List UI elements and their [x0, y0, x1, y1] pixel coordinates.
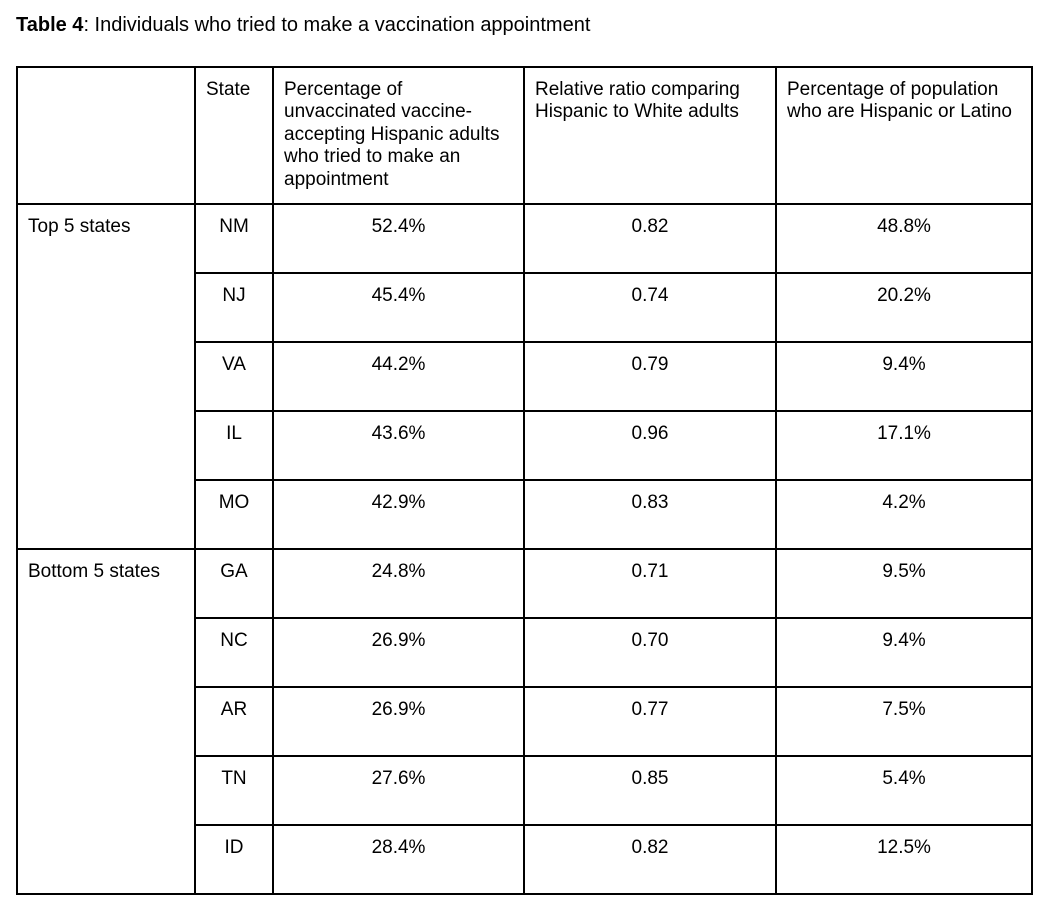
cell-pct-population: 4.2%	[775, 479, 1033, 550]
group-label-top5: Top 5 states	[16, 203, 196, 550]
table-row: TN 27.6% 0.85 5.4%	[17, 755, 1033, 826]
table-row: Top 5 states NM 52.4% 0.82 48.8%	[16, 203, 1033, 550]
cell-state: NC	[194, 617, 274, 688]
cell-pct-tried: 28.4%	[272, 824, 525, 895]
cell-pct-tried: 26.9%	[272, 686, 525, 757]
table-row: ID 28.4% 0.82 12.5%	[17, 824, 1033, 895]
table-row: VA 44.2% 0.79 9.4%	[17, 341, 1033, 412]
cell-pct-tried: 27.6%	[272, 755, 525, 826]
header-relative-ratio: Relative ratio comparing Hispanic to Whi…	[523, 66, 777, 205]
cell-relative-ratio: 0.85	[523, 755, 777, 826]
cell-state: IL	[194, 410, 274, 481]
cell-relative-ratio: 0.79	[523, 341, 777, 412]
cell-state: NM	[194, 203, 274, 274]
table-row: NJ 45.4% 0.74 20.2%	[17, 272, 1033, 343]
cell-pct-population: 9.4%	[775, 617, 1033, 688]
cell-state: TN	[194, 755, 274, 826]
cell-pct-population: 12.5%	[775, 824, 1033, 895]
cell-pct-population: 5.4%	[775, 755, 1033, 826]
cell-relative-ratio: 0.83	[523, 479, 777, 550]
header-pct-tried: Percentage of unvaccinated vaccine-accep…	[272, 66, 525, 205]
table-caption-text: : Individuals who tried to make a vaccin…	[83, 14, 591, 36]
vaccination-appointment-table: State Percentage of unvaccinated vaccine…	[16, 66, 1033, 895]
cell-pct-tried: 24.8%	[272, 548, 525, 619]
cell-pct-tried: 44.2%	[272, 341, 525, 412]
table-row: NC 26.9% 0.70 9.4%	[17, 617, 1033, 688]
cell-relative-ratio: 0.70	[523, 617, 777, 688]
table-row: MO 42.9% 0.83 4.2%	[17, 479, 1033, 550]
table-row: Bottom 5 states GA 24.8% 0.71 9.5%	[16, 548, 1033, 895]
cell-state: NJ	[194, 272, 274, 343]
cell-pct-population: 17.1%	[775, 410, 1033, 481]
cell-state: GA	[194, 548, 274, 619]
cell-relative-ratio: 0.82	[523, 203, 777, 274]
group-label-bottom5: Bottom 5 states	[16, 548, 196, 895]
table-caption-number: Table 4	[16, 14, 84, 36]
header-pct-population: Percentage of population who are Hispani…	[775, 66, 1033, 205]
cell-state: VA	[194, 341, 274, 412]
header-state: State	[194, 66, 274, 205]
header-group-empty	[16, 66, 196, 205]
cell-pct-population: 48.8%	[775, 203, 1033, 274]
cell-pct-population: 9.4%	[775, 341, 1033, 412]
table-header-row: State Percentage of unvaccinated vaccine…	[16, 66, 1033, 205]
cell-pct-tried: 42.9%	[272, 479, 525, 550]
cell-pct-tried: 52.4%	[272, 203, 525, 274]
cell-state: MO	[194, 479, 274, 550]
cell-relative-ratio: 0.82	[523, 824, 777, 895]
cell-pct-population: 7.5%	[775, 686, 1033, 757]
cell-relative-ratio: 0.77	[523, 686, 777, 757]
cell-relative-ratio: 0.96	[523, 410, 777, 481]
cell-pct-population: 9.5%	[775, 548, 1033, 619]
table-row: AR 26.9% 0.77 7.5%	[17, 686, 1033, 757]
cell-relative-ratio: 0.74	[523, 272, 777, 343]
table-caption: Table 4: Individuals who tried to make a…	[16, 12, 590, 38]
cell-state: AR	[194, 686, 274, 757]
cell-pct-population: 20.2%	[775, 272, 1033, 343]
table-row: IL 43.6% 0.96 17.1%	[17, 410, 1033, 481]
cell-pct-tried: 45.4%	[272, 272, 525, 343]
cell-state: ID	[194, 824, 274, 895]
cell-relative-ratio: 0.71	[523, 548, 777, 619]
cell-pct-tried: 43.6%	[272, 410, 525, 481]
cell-pct-tried: 26.9%	[272, 617, 525, 688]
